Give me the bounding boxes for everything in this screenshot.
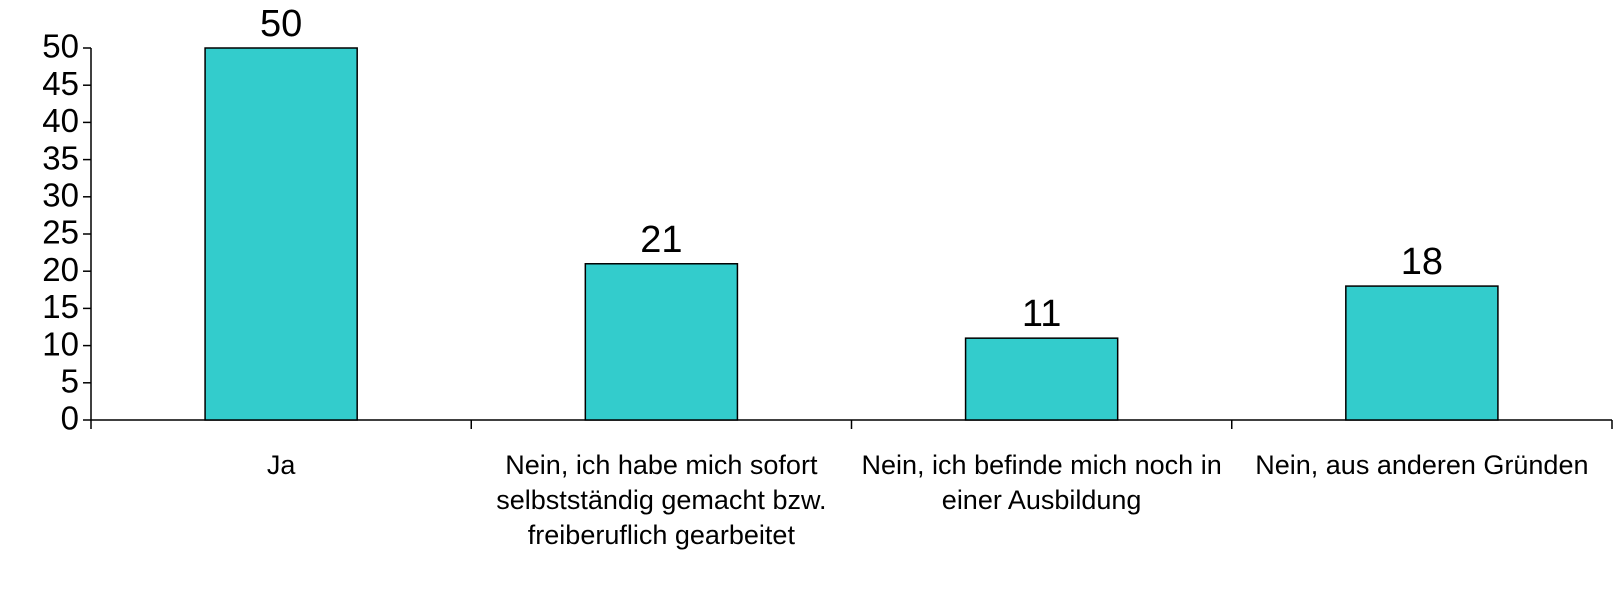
y-tick-label: 40 [42, 102, 79, 139]
bar [1345, 285, 1499, 421]
x-tick-label: Ja [266, 450, 296, 480]
bar [964, 337, 1119, 421]
value-label: 18 [1401, 241, 1443, 283]
x-tick-label-box: Ja [266, 450, 296, 480]
value-label: 21 [640, 219, 682, 261]
x-tick-label: Nein, ich habe mich sofort selbstständig… [496, 450, 827, 551]
y-tick-label: 0 [61, 400, 79, 437]
y-tick-label: 50 [42, 28, 79, 65]
y-tick-label: 30 [42, 177, 79, 214]
x-tick-label-box: Nein, ich befinde mich noch in einer Aus… [861, 450, 1222, 516]
value-label: 11 [1022, 293, 1061, 335]
x-tick-label-box: Nein, aus anderen Gründen [1255, 450, 1589, 480]
y-tick-label: 15 [42, 288, 79, 325]
value-label: 50 [260, 3, 302, 45]
bar [584, 263, 739, 421]
x-tick-label-box: Nein, ich habe mich sofort selbstständig… [496, 450, 827, 551]
x-tick-label: Nein, ich befinde mich noch in einer Aus… [861, 450, 1222, 516]
y-tick-label: 5 [61, 363, 79, 400]
y-tick-label: 20 [42, 251, 79, 288]
y-tick-label: 25 [42, 214, 79, 251]
y-tick-label: 45 [42, 65, 79, 102]
y-tick-label: 10 [42, 325, 79, 362]
x-tick-label: Nein, aus anderen Gründen [1255, 450, 1589, 480]
bar [204, 47, 358, 421]
y-tick-label: 35 [42, 139, 79, 176]
